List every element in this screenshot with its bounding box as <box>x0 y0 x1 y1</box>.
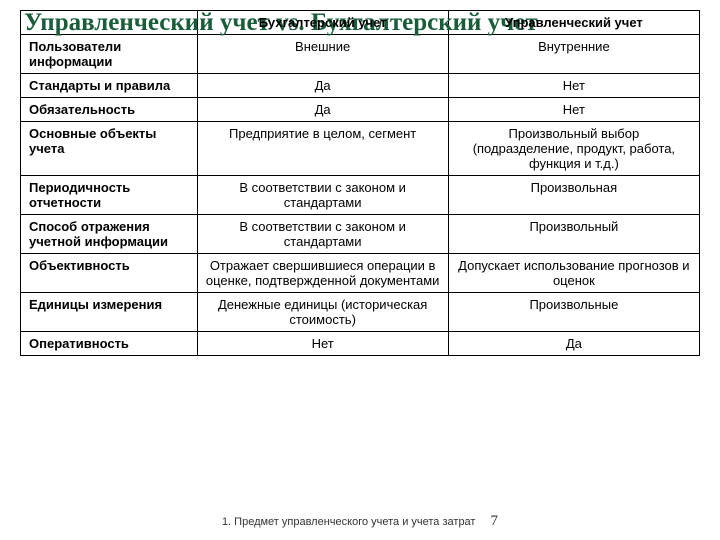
management-cell: Произвольный выбор (подразделение, проду… <box>448 122 699 176</box>
criterion-cell: Объективность <box>21 254 198 293</box>
table-row: Оперативность Нет Да <box>21 332 700 356</box>
management-cell: Допускает использование прогнозов и оцен… <box>448 254 699 293</box>
criterion-cell: Обязательность <box>21 98 198 122</box>
table-row: Периодичность отчетности В соответствии … <box>21 176 700 215</box>
table-row: Способ отражения учетной информации В со… <box>21 215 700 254</box>
management-cell: Нет <box>448 74 699 98</box>
criterion-cell: Пользователи информации <box>21 35 198 74</box>
table-row: Пользователи информации Внешние Внутренн… <box>21 35 700 74</box>
comparison-table-container: Бухгалтерский учет Управленческий учет П… <box>0 10 720 356</box>
accounting-cell: В соответствии с законом и стандартами <box>197 176 448 215</box>
criterion-cell: Оперативность <box>21 332 198 356</box>
management-cell: Произвольный <box>448 215 699 254</box>
comparison-table: Бухгалтерский учет Управленческий учет П… <box>20 10 700 356</box>
slide-footer: 1. Предмет управленческого учета и учета… <box>0 513 720 530</box>
accounting-cell: В соответствии с законом и стандартами <box>197 215 448 254</box>
table-row: Объективность Отражает свершившиеся опер… <box>21 254 700 293</box>
table-body: Пользователи информации Внешние Внутренн… <box>21 35 700 356</box>
table-row: Стандарты и правила Да Нет <box>21 74 700 98</box>
table-row: Единицы измерения Денежные единицы (исто… <box>21 293 700 332</box>
management-cell: Внутренние <box>448 35 699 74</box>
page-number: 7 <box>491 513 499 529</box>
accounting-cell: Внешние <box>197 35 448 74</box>
table-row: Обязательность Да Нет <box>21 98 700 122</box>
accounting-cell: Предприятие в целом, сегмент <box>197 122 448 176</box>
management-cell: Произвольная <box>448 176 699 215</box>
management-cell: Произвольные <box>448 293 699 332</box>
management-cell: Да <box>448 332 699 356</box>
accounting-cell: Отражает свершившиеся операции в оценке,… <box>197 254 448 293</box>
criterion-cell: Единицы измерения <box>21 293 198 332</box>
footer-text: 1. Предмет управленческого учета и учета… <box>222 516 476 528</box>
criterion-cell: Способ отражения учетной информации <box>21 215 198 254</box>
accounting-cell: Нет <box>197 332 448 356</box>
management-cell: Нет <box>448 98 699 122</box>
table-row: Основные объекты учета Предприятие в цел… <box>21 122 700 176</box>
accounting-cell: Да <box>197 74 448 98</box>
criterion-cell: Периодичность отчетности <box>21 176 198 215</box>
accounting-cell: Денежные единицы (историческая стоимость… <box>197 293 448 332</box>
criterion-cell: Основные объекты учета <box>21 122 198 176</box>
criterion-cell: Стандарты и правила <box>21 74 198 98</box>
accounting-cell: Да <box>197 98 448 122</box>
